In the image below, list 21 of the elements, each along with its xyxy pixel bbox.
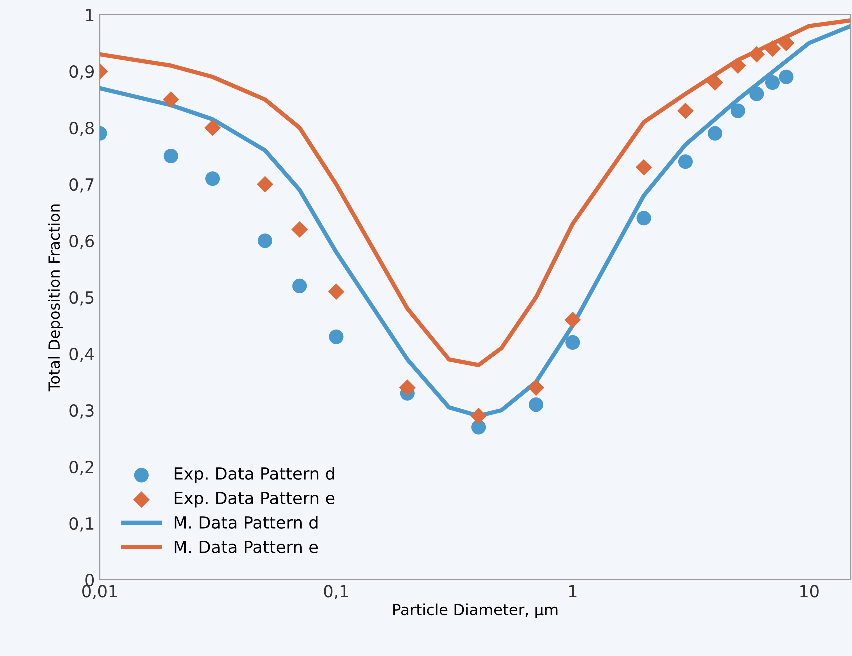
- y-tick-label: 0,4: [70, 348, 94, 362]
- y-tick-label: 0,8: [70, 122, 94, 136]
- y-tick-label: 0,9: [70, 65, 94, 80]
- legend-label: Exp. Data Pattern d: [174, 467, 334, 484]
- y-tick-label: 0,2: [70, 460, 94, 476]
- x-axis-title: Particle Diameter, µm: [394, 604, 558, 619]
- legend-label: M. Data Pattern d: [174, 516, 318, 529]
- y-tick-label: 0: [86, 574, 94, 587]
- y-tick-label: 0,5: [70, 291, 94, 306]
- x-tick-label: 1: [569, 585, 577, 598]
- x-tick-label: 0,01: [82, 585, 118, 600]
- y-axis-title: Total Deposition Fraction: [48, 204, 64, 392]
- y-tick-label: 1: [86, 9, 94, 22]
- y-tick-label: 0,6: [70, 234, 94, 250]
- x-tick-label: 0,1: [324, 585, 348, 600]
- legend-label: Exp. Data Pattern e: [174, 492, 335, 508]
- y-tick-label: 0,3: [70, 404, 94, 419]
- legend-label: M. Data Pattern e: [174, 541, 318, 554]
- y-tick-label: 0,7: [70, 178, 94, 193]
- x-tick-label: 10: [800, 585, 819, 598]
- y-tick-label: 0,1: [70, 517, 94, 532]
